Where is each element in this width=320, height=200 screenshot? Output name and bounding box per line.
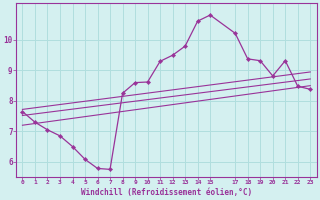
X-axis label: Windchill (Refroidissement éolien,°C): Windchill (Refroidissement éolien,°C) [81, 188, 252, 197]
